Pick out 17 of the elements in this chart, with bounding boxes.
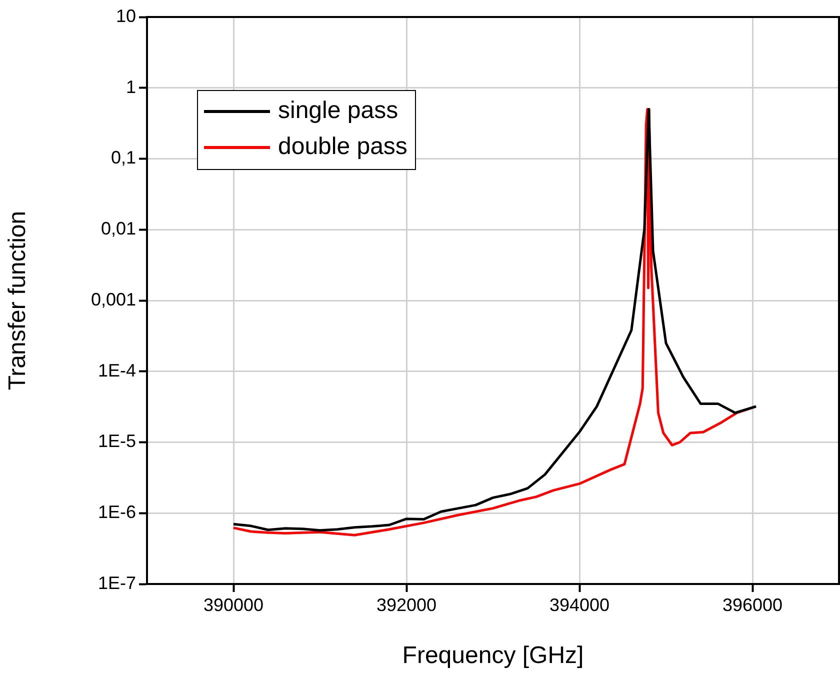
y-tick-label: 1 <box>126 76 136 97</box>
x-tick-label: 396000 <box>722 594 783 615</box>
y-axis-title: Transfer function <box>4 210 32 390</box>
y-tick-label: 1E-5 <box>98 431 136 452</box>
x-tick-label: 394000 <box>549 594 610 615</box>
x-tick-label: 392000 <box>376 594 437 615</box>
y-tick-label: 1E-6 <box>98 502 136 522</box>
x-tick-label: 390000 <box>203 594 264 615</box>
y-tick-label: 0,001 <box>90 289 136 310</box>
y-tick-label: 0,01 <box>100 218 136 239</box>
x-axis-title: Frequency [GHz] <box>402 642 584 670</box>
legend-label: single pass <box>278 96 398 126</box>
y-tick-label: 10 <box>116 6 136 26</box>
y-tick-label: 0,1 <box>110 148 136 168</box>
legend-label: double pass <box>278 132 408 162</box>
y-tick-label: 1E-4 <box>98 360 136 380</box>
y-tick-label: 1E-7 <box>98 572 136 593</box>
